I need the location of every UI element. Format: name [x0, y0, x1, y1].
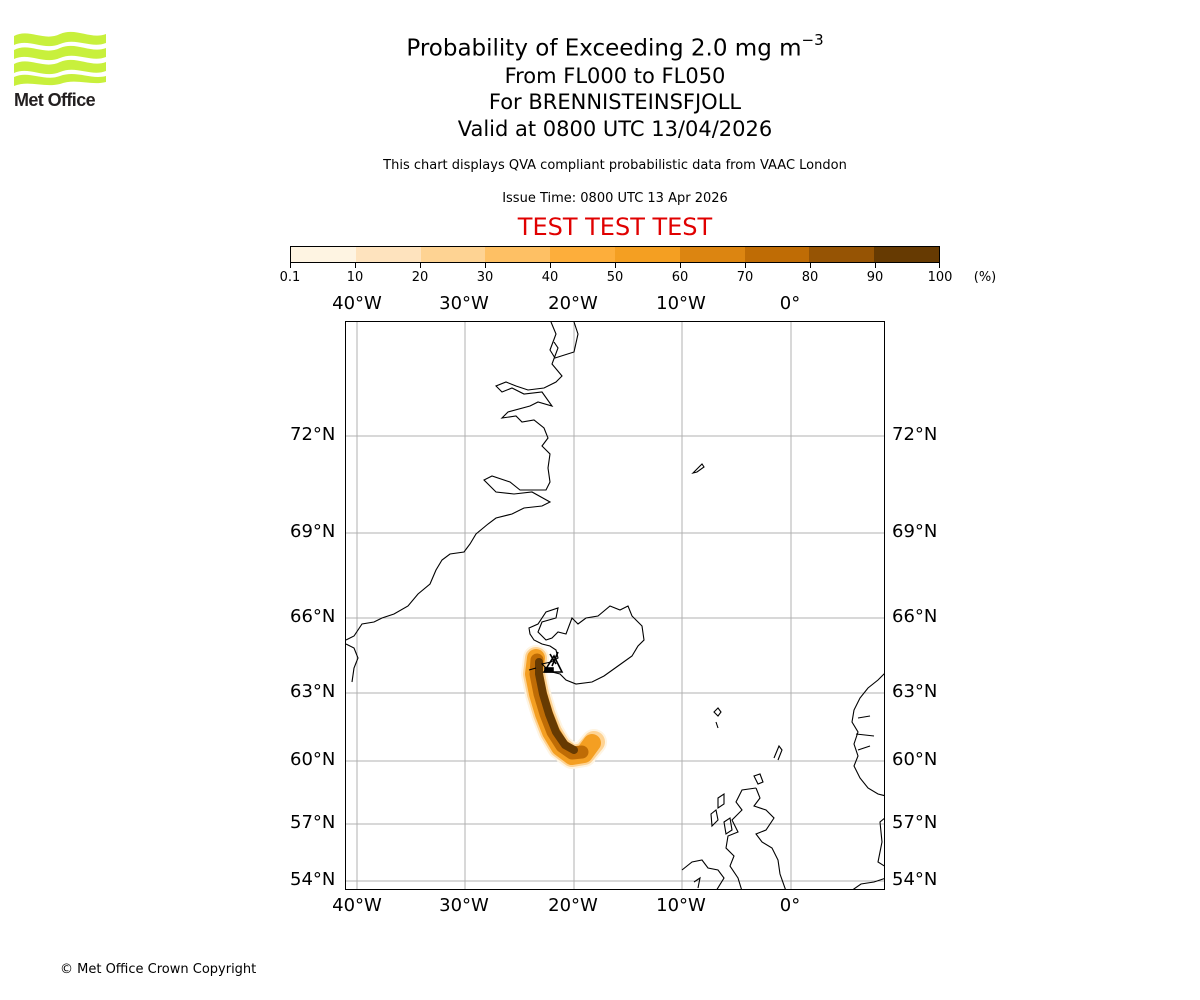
lat-label-right: 57°N [892, 812, 938, 833]
lat-label-right: 54°N [892, 869, 938, 890]
map-panel[interactable] [345, 321, 885, 890]
lat-label-right: 69°N [892, 521, 938, 542]
colorbar-segment [291, 247, 356, 262]
lat-label-right: 63°N [892, 681, 938, 702]
waves-icon [14, 31, 106, 86]
lon-label-top: 40°W [332, 293, 382, 314]
colorbar-segment [614, 247, 680, 262]
ash-plume [521, 645, 607, 769]
colorbar-tick [485, 263, 486, 268]
copyright-text: © Met Office Crown Copyright [60, 962, 257, 977]
lon-label-bottom: 0° [779, 895, 801, 916]
colorbar-label: 10 [346, 270, 364, 285]
colorbar-tick [939, 263, 940, 268]
lon-label-bottom: 20°W [548, 895, 598, 916]
lat-label-left: 66°N [290, 606, 336, 627]
test-banner: TEST TEST TEST [517, 213, 713, 241]
colorbar-segment [420, 247, 486, 262]
lon-label-top: 30°W [439, 293, 489, 314]
volcano-name: For BRENNISTEINSFJOLL [488, 90, 742, 114]
lat-label-right: 72°N [892, 424, 938, 445]
lat-label-left: 72°N [290, 424, 336, 445]
colorbar-segment [809, 247, 875, 262]
colorbar [290, 246, 940, 263]
chart-title: Probability of Exceeding 2.0 mg m−3 [406, 31, 824, 62]
lat-label-right: 66°N [892, 606, 938, 627]
colorbar-label: 50 [606, 270, 624, 285]
lat-label-left: 54°N [290, 869, 336, 890]
colorbar-tick [875, 263, 876, 268]
lat-label-right: 60°N [892, 749, 938, 770]
colorbar-segment [550, 247, 615, 262]
colorbar-tick [615, 263, 616, 268]
colorbar-label: 100 [927, 270, 953, 285]
colorbar-segment [874, 247, 939, 262]
issue-time: Issue Time: 0800 UTC 13 Apr 2026 [502, 191, 728, 206]
lon-label-top: 20°W [548, 293, 598, 314]
colorbar-label: 90 [866, 270, 884, 285]
lon-label-top: 10°W [656, 293, 706, 314]
coastlines [346, 322, 884, 889]
colorbar-label: 80 [801, 270, 819, 285]
level-range: From FL000 to FL050 [504, 64, 726, 88]
met-office-logo: Met Office [14, 30, 106, 112]
colorbar-label: 0.1 [279, 270, 301, 285]
colorbar-tick [290, 263, 291, 268]
colorbar-tick [550, 263, 551, 268]
colorbar-label: 70 [736, 270, 754, 285]
colorbar-label: 40 [541, 270, 559, 285]
colorbar-tick [420, 263, 421, 268]
colorbar-tick [680, 263, 681, 268]
map-canvas [346, 322, 884, 889]
colorbar-label: 30 [476, 270, 494, 285]
logo-text: Met Office [14, 90, 96, 110]
volcano-marker-icon [542, 651, 564, 673]
gridlines [346, 322, 884, 889]
colorbar-tick [355, 263, 356, 268]
colorbar-segment [355, 247, 421, 262]
lat-label-left: 69°N [290, 521, 336, 542]
colorbar-segment [744, 247, 810, 262]
lat-label-left: 57°N [290, 812, 336, 833]
lon-label-bottom: 30°W [439, 895, 489, 916]
colorbar-segment [679, 247, 745, 262]
lon-label-bottom: 40°W [332, 895, 382, 916]
colorbar-segment [485, 247, 551, 262]
lon-label-bottom: 10°W [656, 895, 706, 916]
lat-label-left: 60°N [290, 749, 336, 770]
colorbar-unit: (%) [973, 270, 997, 285]
colorbar-label: 20 [411, 270, 429, 285]
valid-time: Valid at 0800 UTC 13/04/2026 [457, 117, 773, 141]
colorbar-tick [745, 263, 746, 268]
colorbar-label: 60 [671, 270, 689, 285]
lat-label-left: 63°N [290, 681, 336, 702]
colorbar-tick [810, 263, 811, 268]
lon-label-top: 0° [779, 293, 801, 314]
description: This chart displays QVA compliant probab… [383, 158, 847, 173]
